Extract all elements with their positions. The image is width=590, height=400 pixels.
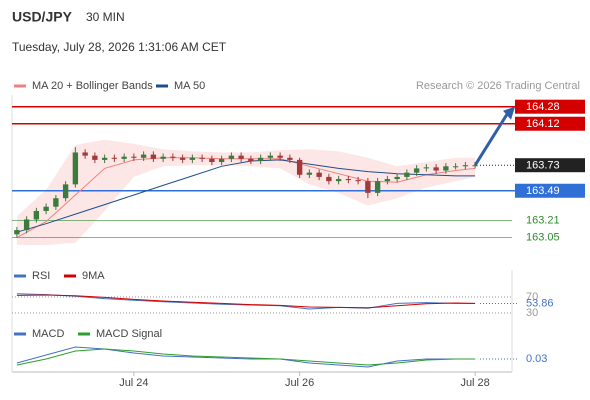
candle-body — [43, 206, 49, 211]
forecast-arrow — [473, 111, 510, 167]
candle-body — [345, 179, 352, 181]
price-box — [515, 116, 585, 131]
legend-label: 9MA — [82, 270, 105, 282]
y-tick-label: 70 — [526, 291, 538, 303]
candle-body — [14, 230, 20, 235]
candle-body — [296, 159, 303, 175]
candle-body — [111, 157, 118, 159]
candle-body — [209, 158, 215, 163]
interval: 30 MIN — [86, 10, 125, 24]
indicator-line — [16, 346, 476, 368]
x-tick-label: Jul 24 — [119, 377, 148, 389]
price-label: 163.05 — [526, 231, 560, 243]
candle-body — [452, 166, 459, 168]
candle-body — [433, 167, 439, 171]
candle-body — [355, 180, 361, 182]
candle-body — [374, 181, 381, 193]
candle-body — [92, 155, 98, 160]
legend-label: MA 20 + Bollinger Bands — [32, 80, 153, 92]
candle-body — [306, 172, 313, 175]
candle-body — [248, 158, 254, 161]
price-label: 164.12 — [526, 118, 560, 130]
candle-body — [267, 155, 274, 158]
legend-label: MACD Signal — [96, 328, 162, 340]
candle-body — [131, 156, 137, 158]
candle-body — [277, 155, 283, 158]
legend-label: MA 50 — [174, 80, 205, 92]
last-value-label: 53.86 — [526, 297, 554, 309]
candle-body — [179, 157, 186, 160]
x-tick-label: Jul 28 — [460, 377, 489, 389]
candle-body — [170, 156, 176, 158]
indicator-line — [16, 294, 476, 309]
y-tick-label: 30 — [526, 307, 538, 319]
bollinger-band — [16, 139, 476, 245]
candle-body — [218, 158, 225, 163]
candle-body — [121, 156, 127, 159]
price-label: 163.49 — [526, 185, 560, 197]
forecast-arrowhead — [503, 106, 515, 120]
candle-body — [384, 179, 391, 182]
candle-body — [394, 176, 400, 180]
price-box — [515, 99, 585, 114]
price-label: 163.73 — [526, 160, 560, 172]
symbol: USD/JPY — [12, 9, 73, 25]
candle-body — [404, 172, 410, 177]
price-label: 164.28 — [526, 101, 560, 113]
legend-label: RSI — [32, 270, 50, 282]
price-label: 163.21 — [526, 214, 560, 226]
price-box — [515, 158, 585, 173]
candle-body — [140, 154, 147, 158]
candle-body — [199, 157, 205, 159]
last-value-label: 0.03 — [526, 353, 547, 365]
candle-body — [33, 210, 40, 220]
candle-body — [23, 219, 30, 231]
candle-body — [150, 154, 157, 159]
candle-body — [53, 198, 59, 207]
legend-label: MACD — [32, 328, 64, 340]
candle-body — [443, 166, 449, 171]
datetime: Tuesday, July 28, 2026 1:31:06 AM CET — [12, 40, 227, 54]
candle-body — [287, 157, 293, 160]
candle-body — [228, 155, 235, 159]
price-box — [515, 183, 585, 198]
candle-body — [423, 167, 430, 169]
candle-body — [62, 184, 69, 199]
candle-body — [335, 179, 342, 182]
x-tick-label: Jul 26 — [285, 377, 314, 389]
candle-body — [472, 165, 478, 167]
candle-body — [189, 157, 196, 160]
candle-body — [326, 176, 332, 182]
indicator-line — [16, 348, 476, 366]
candle-body — [316, 172, 322, 177]
candle-body — [82, 152, 88, 156]
candle-body — [257, 157, 264, 161]
candle-body — [72, 152, 79, 185]
candle-body — [365, 181, 371, 193]
candle-body — [160, 156, 166, 159]
candle-body — [462, 165, 469, 167]
credit: Research © 2026 Trading Central — [416, 80, 580, 92]
candle-body — [238, 155, 244, 159]
candle-body — [413, 168, 420, 173]
candle-body — [101, 157, 108, 160]
